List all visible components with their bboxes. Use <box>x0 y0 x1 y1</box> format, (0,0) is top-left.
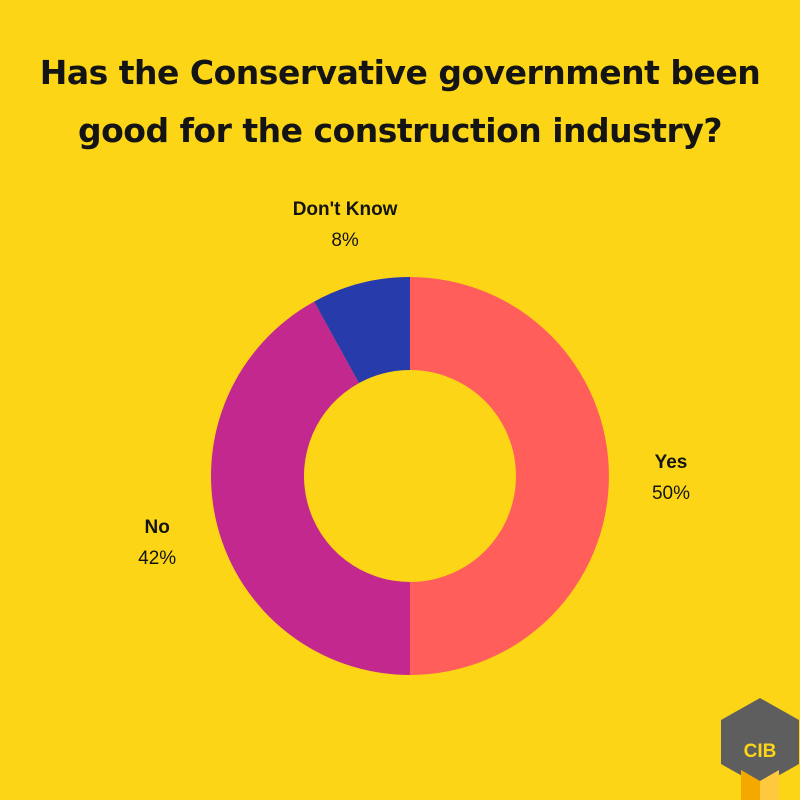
slice-yes <box>410 277 609 675</box>
slice-labels: Yes 50% No 42% Don't Know 8% <box>138 199 690 569</box>
chart-title: Has the Conservative government been goo… <box>0 44 800 160</box>
slice-label-don-t-know: Don't Know <box>293 199 398 220</box>
slice-label-no: No <box>145 517 170 538</box>
slice-value-don-t-know: 8% <box>331 230 359 251</box>
slice-label-yes: Yes <box>655 452 688 473</box>
chart-title-line-1: Has the Conservative government been <box>39 53 761 92</box>
slice-value-yes: 50% <box>652 483 690 504</box>
slice-don-t-know <box>314 277 410 384</box>
donut-slices <box>211 277 609 675</box>
slice-no <box>211 301 410 675</box>
chart-title-line-2: good for the construction industry? <box>78 111 722 150</box>
slice-value-no: 42% <box>138 548 176 569</box>
